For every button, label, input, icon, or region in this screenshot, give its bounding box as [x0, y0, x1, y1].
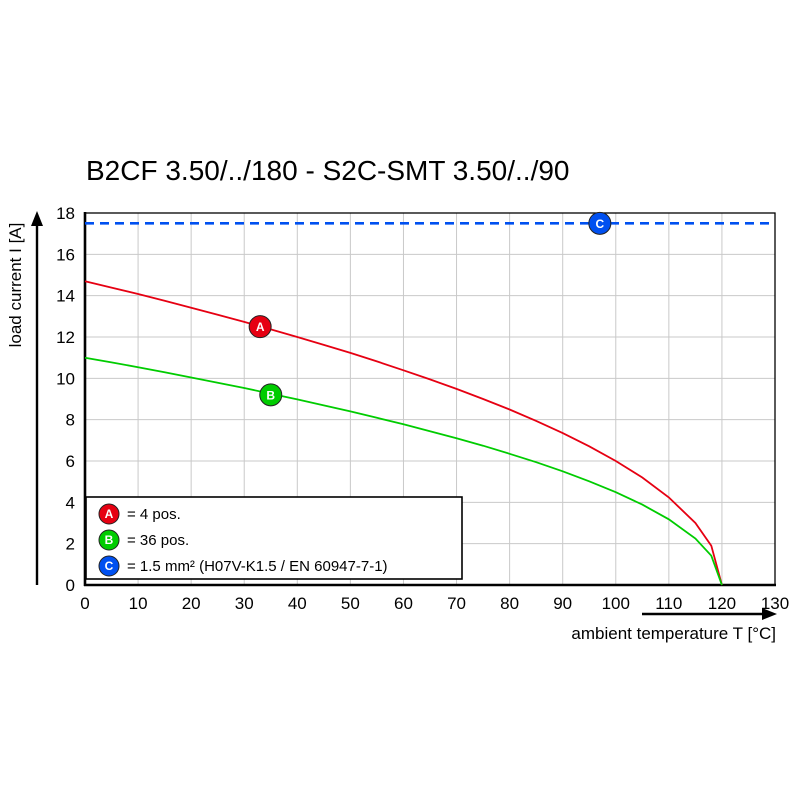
x-tick-label: 60	[394, 594, 413, 613]
legend-label-C: = 1.5 mm² (H07V-K1.5 / EN 60947-7-1)	[127, 558, 388, 575]
x-tick-label: 110	[655, 594, 682, 613]
series-A-marker	[248, 315, 272, 339]
chart-title: B2CF 3.50/../180 - S2C-SMT 3.50/../90	[86, 155, 570, 186]
y-tick-label: 10	[56, 369, 75, 388]
y-tick-label: 6	[66, 452, 75, 471]
y-tick-label: 12	[56, 328, 75, 347]
x-tick-label: 10	[129, 594, 148, 613]
series-C-marker	[588, 211, 612, 235]
y-tick-label: 18	[56, 204, 75, 223]
series-B-marker	[259, 383, 283, 407]
x-tick-label: 0	[80, 594, 89, 613]
series-B-marker-label: B	[266, 388, 275, 402]
x-tick-label: 30	[235, 594, 254, 613]
y-tick-label: 8	[66, 411, 75, 430]
y-axis-arrowhead-icon	[31, 211, 43, 226]
series-A-marker-label: A	[256, 320, 265, 334]
legend-box	[85, 496, 463, 580]
x-tick-label: 70	[447, 594, 466, 613]
legend-label-A: = 4 pos.	[127, 506, 181, 523]
legend-marker-C	[98, 555, 120, 577]
x-tick-label: 40	[288, 594, 307, 613]
series-C-marker-label: C	[596, 217, 605, 231]
legend-label-B: = 36 pos.	[127, 532, 189, 549]
x-tick-label: 90	[553, 594, 572, 613]
legend-marker-B	[98, 529, 120, 551]
x-axis-arrowhead-icon	[762, 608, 777, 620]
y-tick-label: 16	[56, 245, 75, 264]
y-tick-label: 4	[66, 493, 75, 512]
legend-marker-label-C: C	[105, 559, 114, 573]
y-tick-label: 0	[66, 576, 75, 595]
x-tick-label: 20	[182, 594, 201, 613]
legend-marker-label-A: A	[105, 507, 114, 521]
legend-marker-A	[98, 503, 120, 525]
x-axis-label: ambient temperature T [°C]	[571, 624, 776, 643]
x-tick-label: 130	[761, 594, 789, 613]
series-A-curve	[84, 280, 723, 586]
series-B-curve	[84, 356, 723, 586]
x-tick-label: 120	[708, 594, 736, 613]
x-tick-label: 100	[602, 594, 630, 613]
y-tick-label: 14	[56, 287, 75, 306]
x-tick-label: 50	[341, 594, 360, 613]
x-tick-label: 80	[500, 594, 519, 613]
legend-marker-label-B: B	[105, 533, 114, 547]
y-tick-label: 2	[66, 535, 75, 554]
